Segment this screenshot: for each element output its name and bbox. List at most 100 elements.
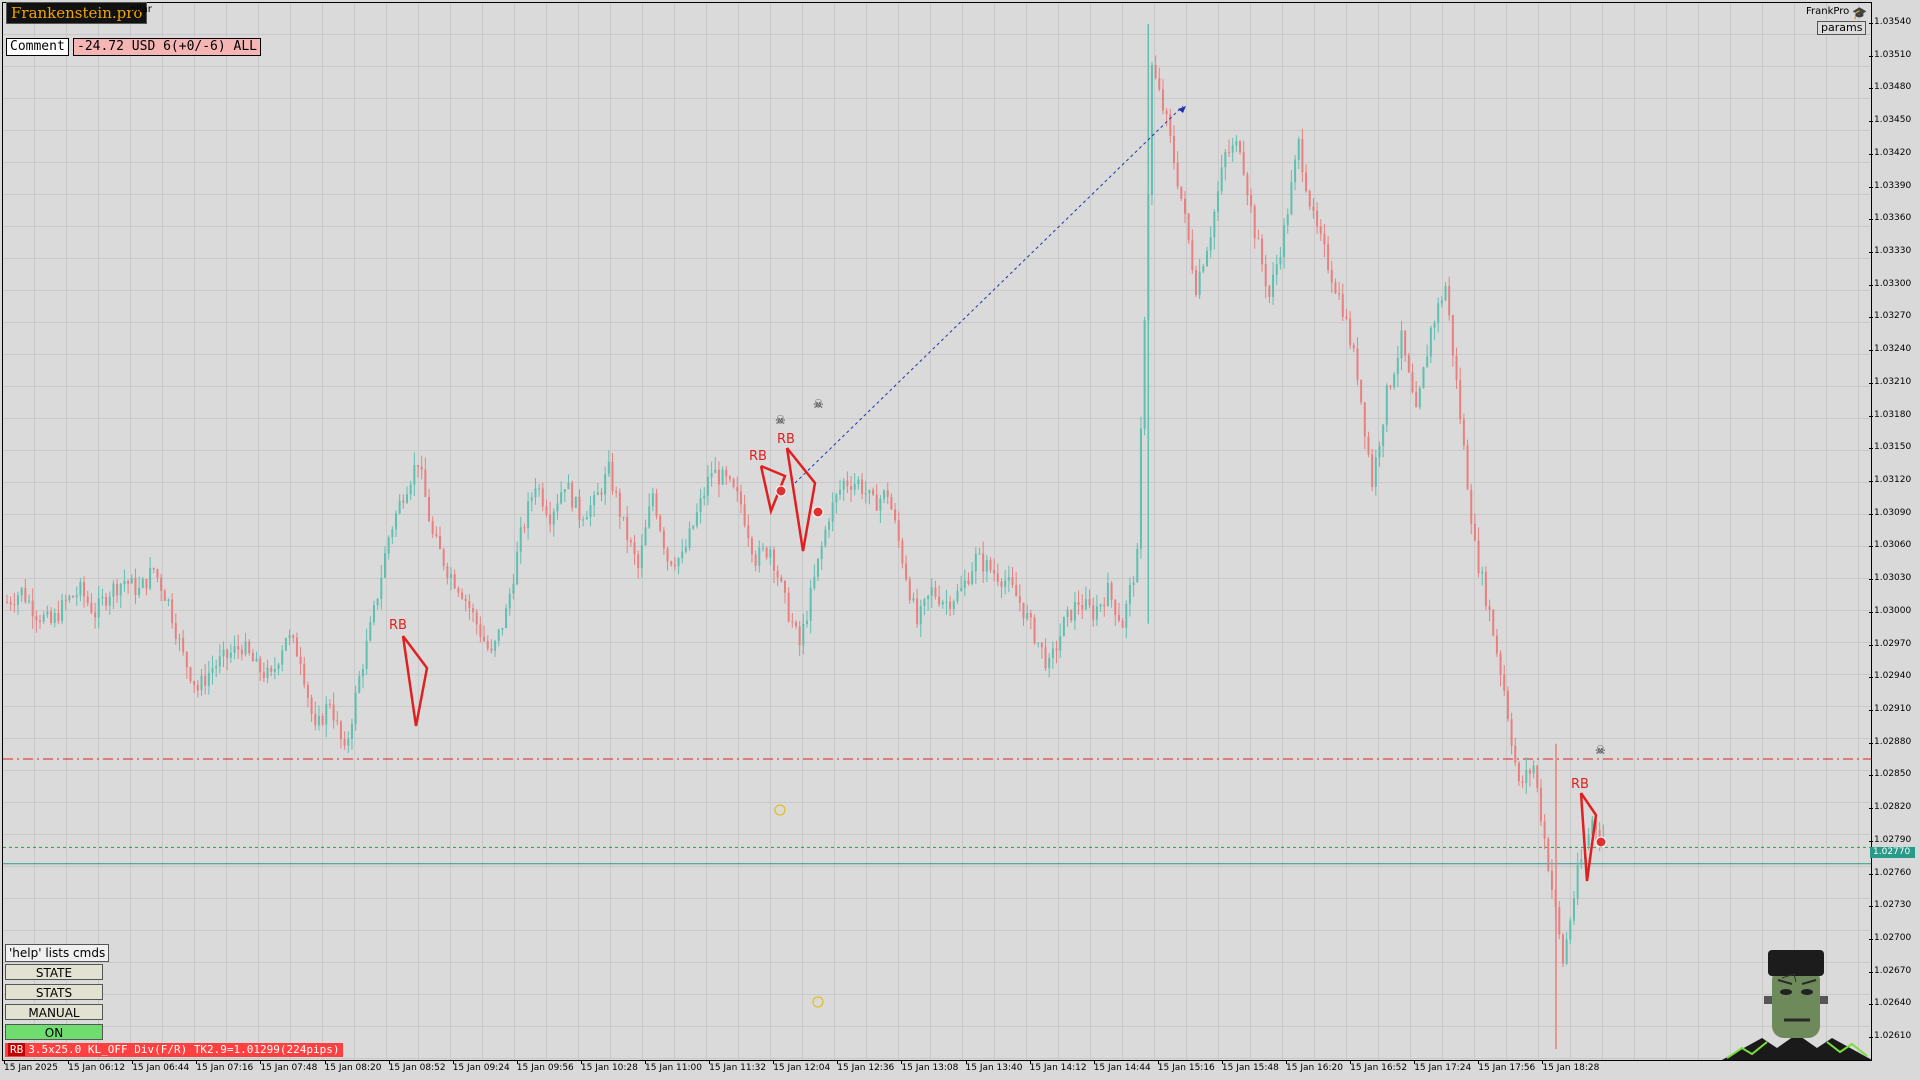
candle-body [130,577,133,584]
candle-body [681,551,684,559]
candle-body [670,561,673,565]
candle-body [1580,859,1583,865]
candle-body [552,511,555,525]
time-tick [1157,1060,1159,1064]
candle-body [1363,402,1366,437]
price-label: 1.03450 [1874,115,1912,126]
price-label: 1.03330 [1874,245,1912,256]
candle-body [538,488,541,490]
candle-body [1092,605,1095,620]
candle-body [692,525,695,529]
candle-body [160,577,163,591]
candle-body [450,574,453,578]
candle-body [343,739,346,746]
candle-body [1297,139,1300,160]
candle-body [861,479,864,494]
candle-body [857,479,860,484]
price-tick [1869,284,1873,286]
candle-body [1499,653,1502,675]
candle-body [927,595,930,600]
candle-body [894,509,897,521]
candle-body [1294,159,1297,183]
state-button[interactable]: STATE [5,964,103,980]
price-label: 1.02910 [1874,704,1912,714]
time-tick [773,1060,775,1064]
candle-body [813,576,816,589]
candle-body [967,580,970,584]
candle-body [273,669,276,672]
candle-body [1011,577,1014,586]
exit-marker-icon [1595,836,1607,848]
candle-body [905,563,908,580]
candle-body [1378,445,1381,458]
price-tick [1869,579,1873,581]
frankenstein-mascot-icon [1722,950,1872,1060]
smiley-icon [774,804,786,816]
chart-area[interactable]: RB RB RB RB ☠ ☠ ☠ [2,2,1872,1061]
candle-body [1594,819,1597,830]
time-tick [132,1060,134,1064]
candle-body [578,496,581,521]
candle-body [853,483,856,490]
manual-button[interactable]: MANUAL [5,1004,103,1020]
candle-body [1117,615,1120,621]
candle-body [1393,374,1396,388]
candle-body [519,527,522,552]
price-label: 1.03360 [1874,213,1912,224]
candle-body [1455,355,1458,381]
candle-body [339,721,342,740]
price-tick [1869,350,1873,352]
time-label: 15 Jan 15:48 [1221,1063,1279,1073]
candle-body [618,492,621,517]
candle-body [248,641,251,653]
candle-body [200,675,203,691]
price-label: 1.02850 [1874,769,1912,780]
candle-body [776,570,779,578]
candle-body [417,464,420,467]
price-label: 1.03120 [1874,474,1912,485]
candle-body [850,486,853,490]
candle-body [262,672,265,679]
candle-body [229,652,232,658]
candle-body [1257,238,1260,240]
candle-body [1029,612,1032,618]
time-tick [516,1060,518,1064]
candle-body [94,612,97,618]
candle-body [1400,330,1403,359]
candle-body [710,473,713,478]
candle-body [1385,385,1388,425]
candle-body [185,652,188,668]
candle-body [534,488,537,498]
candle-body [174,623,177,639]
params-button[interactable]: params [1817,21,1867,35]
price-label: 1.03000 [1874,605,1912,616]
on-toggle-button[interactable]: ON [5,1024,103,1040]
trend-line [794,105,1184,484]
candle-body [490,648,493,651]
candle-body [1473,523,1476,541]
current-price-label: 1.02770 [1870,847,1915,858]
candle-body [442,549,445,567]
time-label: 15 Jan 09:24 [452,1063,510,1073]
candle-body [516,551,519,585]
candle-body [530,497,533,502]
price-label: 1.02790 [1874,834,1912,845]
candle-body [277,664,280,670]
rb-pattern [1579,792,1598,882]
account-name: FrankPro [1806,6,1850,17]
candle-body [960,588,963,591]
candle-body [1528,770,1531,774]
price-tick [1869,546,1873,548]
candle-body [72,596,75,598]
stats-button[interactable]: STATS [5,984,103,1000]
candle-body [993,570,996,574]
price-chart[interactable]: RB RB RB RB ☠ ☠ ☠ [3,3,1871,1060]
candle-body [1517,762,1520,782]
candle-body [1437,303,1440,323]
time-tick [901,1060,903,1064]
rb-pattern [785,447,817,552]
candle-body [883,490,886,499]
candle-body [237,646,240,650]
candle-body [1103,604,1106,607]
candle-body [1418,388,1421,408]
